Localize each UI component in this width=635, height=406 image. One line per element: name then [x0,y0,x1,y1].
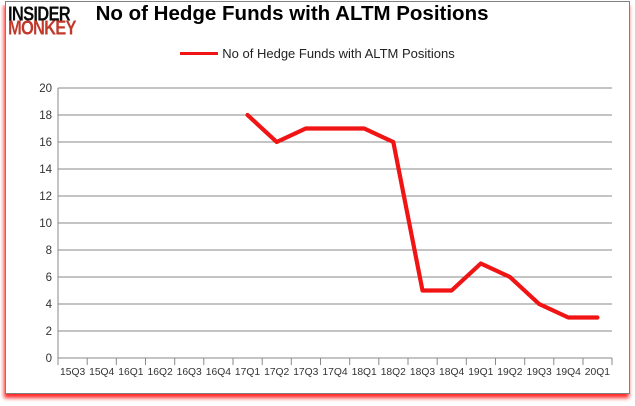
svg-text:16Q4: 16Q4 [206,367,231,378]
svg-text:18Q2: 18Q2 [381,367,406,378]
svg-text:17Q2: 17Q2 [264,367,289,378]
svg-text:10: 10 [39,218,52,230]
svg-text:16Q1: 16Q1 [118,367,143,378]
svg-text:0: 0 [46,353,52,365]
svg-text:17Q1: 17Q1 [235,367,260,378]
svg-text:12: 12 [39,191,52,203]
svg-text:16Q3: 16Q3 [177,367,202,378]
svg-text:19Q4: 19Q4 [556,367,581,378]
svg-text:19Q1: 19Q1 [468,367,493,378]
svg-text:17Q4: 17Q4 [322,367,347,378]
svg-text:6: 6 [46,272,52,284]
svg-text:18Q4: 18Q4 [439,367,464,378]
svg-text:20Q1: 20Q1 [585,367,610,378]
svg-text:14: 14 [39,164,52,176]
svg-text:8: 8 [46,245,52,257]
svg-text:4: 4 [46,299,53,311]
svg-text:2: 2 [46,326,52,338]
svg-text:16Q2: 16Q2 [147,367,172,378]
svg-text:19Q3: 19Q3 [526,367,551,378]
svg-text:15Q3: 15Q3 [60,367,85,378]
svg-text:16: 16 [39,137,52,149]
svg-text:20: 20 [39,83,52,95]
svg-text:18Q3: 18Q3 [410,367,435,378]
svg-text:19Q2: 19Q2 [497,367,522,378]
svg-text:18: 18 [39,110,52,122]
svg-text:17Q3: 17Q3 [293,367,318,378]
svg-text:15Q4: 15Q4 [89,367,114,378]
svg-text:18Q1: 18Q1 [352,367,377,378]
